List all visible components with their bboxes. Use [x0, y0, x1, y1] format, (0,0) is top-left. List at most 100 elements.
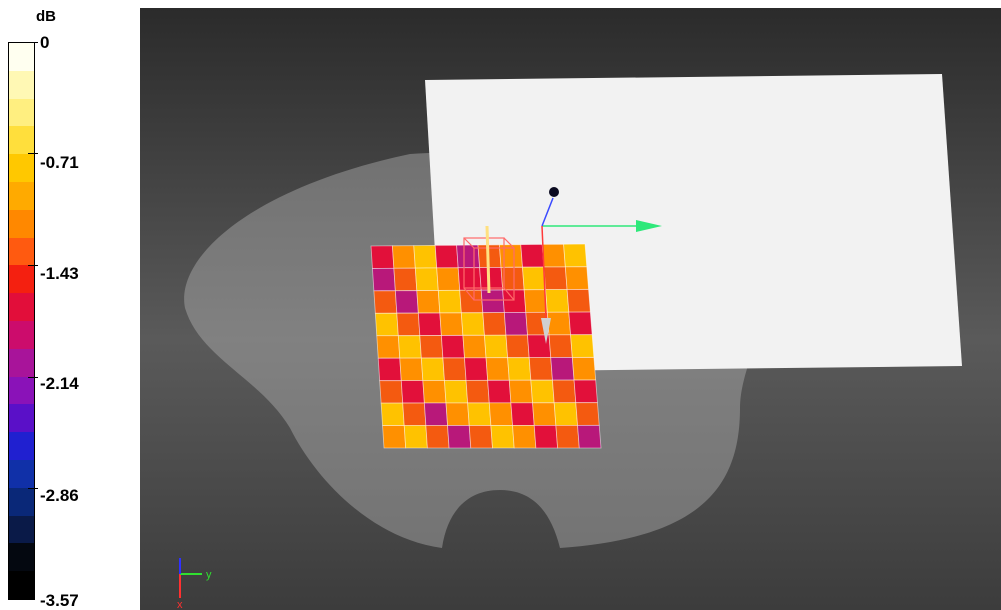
heatmap-cell — [444, 379, 469, 404]
heatmap-cell — [552, 379, 577, 404]
color-scale-segment — [9, 265, 34, 294]
heatmap-cell — [442, 357, 467, 381]
heatmap-cell — [370, 245, 395, 269]
source-wireframe — [463, 237, 515, 301]
color-scale-segment — [9, 126, 34, 155]
heatmap-cell — [571, 356, 597, 381]
heatmap-cell — [439, 312, 464, 336]
color-scale-segment — [9, 404, 34, 433]
heatmap-cell — [564, 266, 589, 290]
legend-tick-label-1: -0.71 — [40, 153, 79, 172]
heatmap-cell — [376, 335, 401, 359]
heatmap-cell — [508, 379, 533, 404]
color-scale-segment — [9, 181, 34, 210]
heatmap-cell — [523, 289, 548, 313]
color-scale-segment — [9, 43, 34, 71]
heatmap-cell — [403, 425, 428, 449]
heatmap-cell — [503, 311, 528, 336]
heatmap-cell — [380, 402, 405, 426]
heatmap-cell — [563, 243, 588, 268]
heatmap-cell — [528, 357, 553, 381]
transform-gizmo[interactable] — [541, 187, 662, 344]
heatmap-cell — [437, 289, 462, 314]
legend-tick-label-3: -2.14 — [40, 374, 79, 393]
color-scale-bar — [8, 42, 35, 600]
heatmap-cell — [382, 425, 407, 449]
heatmap-cell — [394, 290, 419, 314]
heatmap-cell — [575, 402, 600, 426]
heatmap-cell — [530, 379, 555, 404]
heatmap-cell — [396, 312, 421, 337]
legend-tick — [28, 265, 38, 266]
color-scale-segment — [9, 515, 34, 544]
color-scale-segment — [9, 348, 34, 377]
legend-tick — [28, 377, 38, 378]
heatmap-cell — [548, 334, 573, 358]
source-antenna — [485, 225, 491, 294]
heatmap-cell — [373, 290, 398, 314]
heatmap-cell — [462, 334, 487, 359]
color-scale-segment — [9, 237, 34, 266]
legend-tick-label-0: 0 — [40, 33, 50, 52]
heatmap-cell — [464, 357, 489, 381]
heatmap-cell — [379, 380, 404, 404]
axis-x-label: x — [177, 599, 183, 610]
heatmap-cell — [577, 424, 602, 449]
heatmap-cell — [399, 357, 424, 382]
color-scale-segment — [9, 459, 34, 488]
heatmap-cell — [522, 266, 547, 291]
heatmap-cell — [482, 312, 507, 336]
heatmap-cell — [393, 267, 418, 292]
heatmap-cell — [445, 402, 470, 426]
legend-tick-label-4: -2.86 — [40, 486, 79, 505]
heatmap-cell — [402, 402, 427, 426]
heatmap-cell — [460, 312, 485, 336]
color-scale-segment — [9, 320, 34, 349]
heatmap-cell — [459, 289, 484, 314]
legend-tick — [28, 153, 38, 154]
color-scale-segment — [9, 293, 34, 321]
color-scale-segment — [9, 376, 34, 405]
heatmap-cell — [397, 335, 422, 359]
heatmap-cell — [510, 402, 535, 426]
heatmap-cell — [550, 357, 575, 381]
color-scale-legend: dB 0 -0.71 -1.43 -2.14 -2.86 -3.57 — [0, 0, 140, 610]
heatmap-cell — [553, 402, 578, 426]
heatmap-cell — [391, 245, 416, 269]
heatmap-cell — [566, 288, 591, 313]
heatmap-cell — [416, 290, 441, 314]
3d-viewport[interactable]: y x — [140, 8, 1001, 610]
heatmap-cell — [505, 334, 530, 359]
axes-indicator-icon: y x — [177, 558, 212, 610]
heatmap-cell — [480, 289, 505, 314]
heatmap-cell — [467, 402, 492, 426]
legend-tick-label-5: -3.57 — [40, 591, 79, 610]
scene-canvas[interactable]: y x — [140, 8, 1001, 610]
heatmap-cell — [420, 357, 445, 381]
legend-unit-label: dB — [36, 8, 56, 25]
heatmap-cell — [436, 267, 461, 291]
heatmap-cell — [487, 379, 512, 404]
heatmap-cell — [520, 243, 545, 268]
color-scale-segment — [9, 487, 34, 516]
color-scale-segment — [9, 432, 34, 460]
heatmap-cell — [555, 424, 580, 449]
heatmap-cell — [447, 425, 472, 449]
heatmap-cell — [512, 424, 537, 449]
heatmap-cell — [372, 267, 396, 292]
heatmap-cell — [485, 357, 510, 381]
color-scale-segment — [9, 571, 34, 599]
heatmap-cell — [546, 311, 572, 336]
color-scale-segment — [9, 98, 34, 127]
heatmap-cell — [414, 267, 439, 291]
legend-tick — [28, 488, 38, 489]
color-scale-segment — [9, 70, 34, 99]
heatmap-cell — [568, 311, 593, 336]
heatmap-cell — [507, 357, 532, 381]
heatmap-cell — [573, 379, 598, 404]
color-scale-segment — [9, 154, 34, 182]
heatmap-cell — [490, 425, 515, 449]
heatmap-cell — [545, 289, 570, 313]
heatmap-cell — [570, 334, 595, 358]
heatmap-cell — [413, 244, 438, 269]
